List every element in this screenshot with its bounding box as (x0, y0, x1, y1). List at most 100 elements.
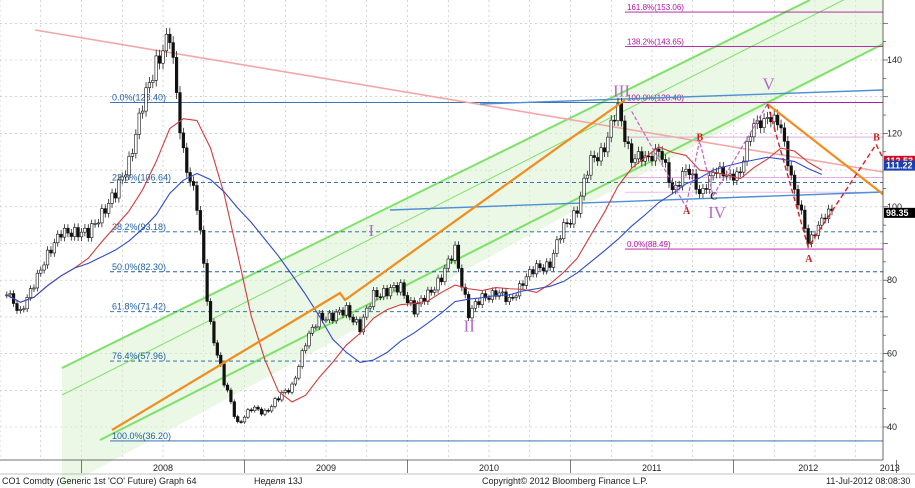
candle-body (287, 390, 291, 393)
trend-channel-lower (99, 43, 884, 441)
candle-body (365, 307, 369, 318)
candle-body (796, 189, 800, 206)
candle-body (793, 174, 797, 190)
moving-average-short (6, 118, 823, 403)
candle-body (616, 103, 620, 121)
candle-body (327, 312, 331, 321)
candle-body (589, 155, 593, 176)
candle-body (86, 227, 90, 238)
candle-body (494, 290, 498, 297)
candle-body (158, 55, 162, 64)
trend-channel-upper (61, 0, 811, 369)
candle-body (450, 258, 454, 261)
candle-body (419, 297, 423, 305)
y-tick-label: 80 (887, 275, 897, 285)
candle-body (473, 301, 478, 309)
candle-body (103, 208, 107, 214)
candle-body (650, 156, 654, 162)
candle-body (636, 151, 641, 160)
candle-body (704, 188, 708, 190)
candle-body (283, 390, 287, 393)
abc-label: B (873, 133, 880, 144)
candle-body (626, 141, 630, 144)
last-value-flag-label: 111.22 (886, 161, 913, 171)
candle-body (178, 92, 182, 134)
candle-body (354, 319, 359, 323)
candle-body (297, 366, 301, 379)
x-tick-label: 2011 (642, 463, 661, 473)
candle-body (708, 175, 712, 190)
candle-body (273, 398, 277, 407)
candle-body (677, 184, 681, 187)
candle-body (762, 118, 766, 129)
candle-body (113, 192, 118, 199)
candle-body (776, 114, 780, 126)
candle-body (358, 319, 362, 333)
wave-label: V (762, 74, 775, 93)
candle-body (378, 296, 382, 299)
candle-body (35, 272, 39, 289)
candle-body (110, 192, 114, 204)
candle-body (609, 119, 613, 138)
footer-security-name: CO1 Comdty (Generic 1st 'CO' Future) Gra… (2, 476, 197, 486)
candle-body (484, 293, 488, 299)
candle-body (18, 309, 22, 311)
candle-body (433, 289, 437, 293)
candle-body (412, 300, 416, 315)
candle-body (765, 117, 770, 119)
candle-body (742, 160, 746, 173)
candle-body (321, 312, 325, 321)
candle-body (246, 409, 250, 418)
candle-body (619, 103, 624, 122)
candle-body (310, 326, 315, 334)
candle-body (663, 159, 668, 163)
candle-body (130, 153, 135, 157)
candle-body (657, 148, 661, 152)
candle-body (375, 290, 379, 298)
candle-body (599, 147, 603, 162)
candle-body (90, 223, 94, 238)
candle-body (52, 242, 56, 254)
candle-body (551, 253, 556, 268)
candle-body (151, 80, 155, 83)
fib-ext-label: 161.8%(153.06) (627, 3, 684, 12)
candle-body (497, 292, 501, 297)
candle-body (314, 326, 318, 329)
candle-body (487, 297, 491, 300)
candle-body (307, 332, 311, 347)
candle-body (147, 82, 152, 89)
abc-label: A (683, 206, 691, 217)
footer-period-label: Неделя 13J (254, 476, 303, 486)
x-tick-label: 2010 (479, 463, 499, 473)
candle-body (810, 234, 814, 244)
wave-label: III (613, 82, 630, 101)
candle-body (446, 258, 450, 269)
price-candles (5, 27, 834, 424)
candle-body (134, 133, 138, 154)
candle-body (96, 222, 101, 225)
y-tick-label: 40 (887, 422, 897, 432)
candle-body (463, 286, 467, 295)
candle-body (575, 210, 579, 214)
candle-body (582, 177, 586, 197)
candle-body (477, 301, 481, 305)
candle-body (127, 156, 131, 176)
candle-body (208, 301, 213, 322)
candle-body (782, 127, 787, 142)
candle-body (229, 389, 233, 403)
candle-body (222, 363, 226, 386)
fib-ext-label: 0.0%(88.49) (627, 240, 671, 249)
candle-body (22, 308, 26, 311)
candle-body (56, 233, 60, 244)
candle-body (752, 123, 756, 138)
candle-body (253, 406, 257, 411)
candle-body (572, 210, 576, 225)
candle-body (392, 285, 396, 288)
y-tick-label: 60 (887, 349, 897, 359)
candle-body (514, 295, 518, 298)
candle-body (171, 42, 175, 58)
candle-body (470, 307, 474, 319)
y-axis-area (883, 0, 915, 460)
candle-body (83, 227, 87, 233)
candle-body (256, 406, 260, 410)
